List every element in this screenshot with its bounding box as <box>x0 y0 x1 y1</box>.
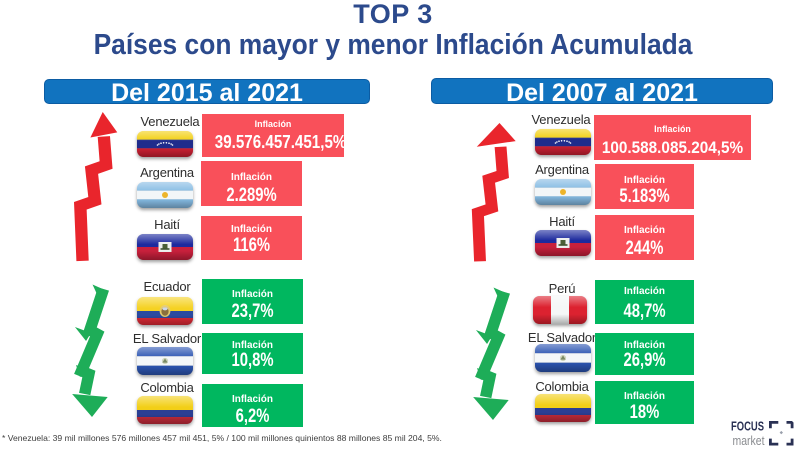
svg-text:FOCUS: FOCUS <box>731 419 764 434</box>
svg-text:market: market <box>733 433 765 448</box>
